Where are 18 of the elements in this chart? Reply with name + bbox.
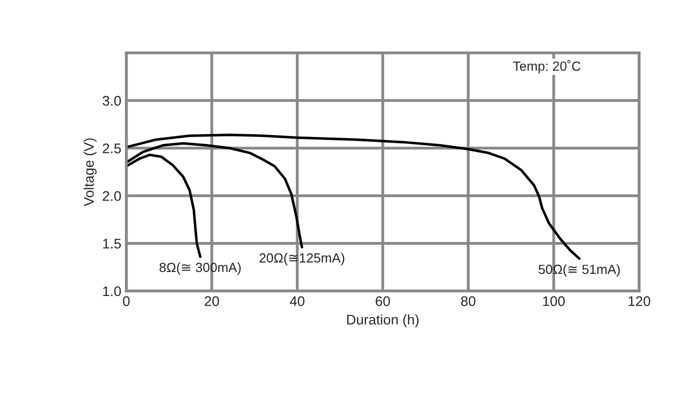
y-tick-label: 2.5 [102,143,121,154]
series-label: 8Ω(≅ 300mA) [160,262,241,275]
x-tick-label: 120 [628,296,650,306]
y-tick-label: 1.5 [103,238,121,249]
x-tick-label: 40 [290,296,304,306]
x-tick-label: 20 [204,296,219,306]
x-tick-label: 60 [376,296,390,306]
y-tick-label: 3.0 [102,96,121,106]
y-tick-label: 2.0 [102,191,121,201]
y-tick-label: 1.0 [103,286,121,296]
x-axis-title: Duration (h) [347,314,419,328]
annotation: Temp: 20˚C [513,60,580,74]
x-tick-label: 80 [461,296,476,306]
y-axis-title: Voltage (V) [84,138,97,206]
x-tick-label: 0 [122,296,130,306]
series-label: 50Ω(≅ 51mA) [538,264,620,277]
x-tick-label: 100 [543,296,565,306]
series-label: 20Ω(≅125mA) [260,252,344,266]
